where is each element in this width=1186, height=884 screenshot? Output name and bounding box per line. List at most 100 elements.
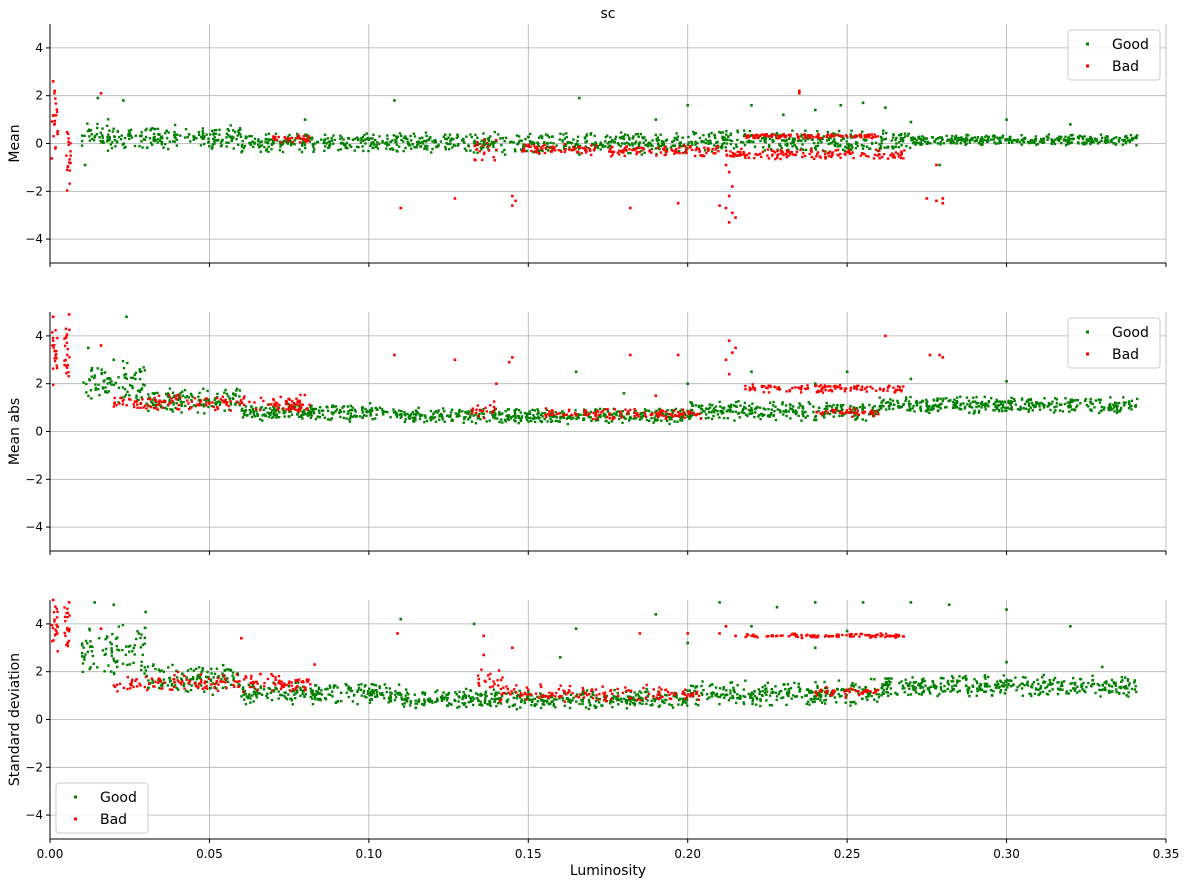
scatter-point — [837, 385, 840, 389]
scatter-point — [804, 139, 807, 143]
scatter-point — [886, 386, 890, 389]
scatter-point — [610, 145, 613, 149]
scatter-point — [280, 141, 283, 144]
scatter-point — [781, 401, 784, 404]
scatter-point — [517, 421, 520, 425]
scatter-point — [197, 395, 200, 398]
scatter-point — [799, 139, 802, 142]
scatter-point — [351, 138, 355, 142]
scatter-point — [516, 693, 520, 697]
scatter-point — [378, 692, 382, 695]
scatter-point — [215, 667, 219, 670]
scatter-point — [660, 139, 664, 143]
scatter-point — [986, 137, 990, 140]
scatter-point — [332, 686, 335, 689]
scatter-point — [539, 692, 542, 695]
scatter-point — [1130, 137, 1134, 140]
scatter-point — [658, 410, 661, 413]
scatter-point — [383, 697, 386, 700]
scatter-point — [1070, 141, 1073, 144]
scatter-point — [768, 401, 772, 404]
scatter-point — [732, 147, 736, 150]
scatter-point — [289, 141, 293, 144]
scatter-point — [134, 134, 138, 137]
scatter-point — [1003, 401, 1006, 404]
scatter-point — [1064, 397, 1067, 400]
scatter-point — [491, 141, 495, 144]
scatter-point — [945, 397, 948, 400]
scatter-point — [861, 405, 865, 408]
scatter-point — [524, 143, 528, 147]
scatter-point — [414, 416, 417, 419]
scatter-point — [200, 403, 203, 407]
scatter-point — [956, 137, 960, 140]
scatter-point — [955, 136, 958, 140]
scatter-point — [665, 415, 668, 419]
scatter-point — [55, 366, 59, 370]
scatter-point — [581, 691, 584, 694]
scatter-point — [192, 669, 196, 672]
scatter-point — [94, 134, 97, 138]
scatter-point — [395, 415, 399, 418]
scatter-point — [782, 153, 785, 157]
scatter-point — [562, 133, 565, 136]
scatter-point — [140, 388, 143, 391]
scatter-point — [919, 137, 923, 141]
scatter-point — [53, 122, 56, 126]
scatter-point — [113, 396, 116, 400]
scatter-point — [881, 132, 885, 135]
scatter-point — [339, 148, 343, 151]
scatter-point — [425, 419, 429, 423]
scatter-point — [432, 412, 435, 416]
scatter-point — [235, 389, 238, 392]
scatter-point — [785, 152, 788, 156]
scatter-point — [836, 133, 840, 137]
scatter-point — [646, 699, 649, 702]
scatter-point — [522, 143, 525, 146]
scatter-point — [992, 138, 996, 141]
scatter-point — [673, 691, 676, 695]
scatter-point — [779, 157, 782, 161]
scatter-point — [714, 152, 717, 155]
scatter-point — [983, 405, 987, 408]
scatter-point — [250, 415, 254, 419]
scatter-point — [1109, 405, 1112, 409]
scatter-point — [792, 405, 795, 408]
scatter-point — [736, 138, 739, 142]
scatter-point — [254, 408, 258, 411]
scatter-point — [66, 363, 69, 367]
scatter-point — [65, 154, 68, 157]
scatter-point — [441, 416, 444, 419]
scatter-point — [423, 414, 427, 417]
scatter-point — [750, 370, 753, 374]
scatter-point — [753, 156, 756, 160]
scatter-point — [275, 405, 278, 408]
scatter-point — [1015, 140, 1019, 143]
scatter-point — [854, 413, 857, 416]
scatter-point — [209, 679, 213, 683]
scatter-point — [429, 418, 433, 422]
scatter-point — [143, 369, 147, 372]
scatter-point — [852, 406, 855, 409]
scatter-point — [128, 137, 131, 141]
scatter-point — [511, 356, 514, 359]
scatter-point — [191, 675, 195, 679]
scatter-point — [1127, 400, 1131, 403]
scatter-point — [594, 414, 597, 418]
scatter-point — [849, 133, 853, 136]
scatter-point — [110, 383, 113, 386]
scatter-point — [51, 336, 55, 340]
scatter-point — [456, 144, 459, 147]
scatter-point — [822, 149, 825, 153]
scatter-point — [551, 410, 554, 413]
scatter-point — [476, 693, 480, 696]
scatter-point — [706, 149, 710, 153]
scatter-point — [354, 410, 357, 413]
scatter-point — [189, 688, 193, 692]
scatter-point — [551, 412, 554, 415]
scatter-point — [595, 409, 599, 413]
scatter-point — [588, 701, 591, 704]
scatter-point — [202, 137, 206, 140]
scatter-point — [242, 397, 245, 400]
scatter-point — [330, 405, 334, 409]
